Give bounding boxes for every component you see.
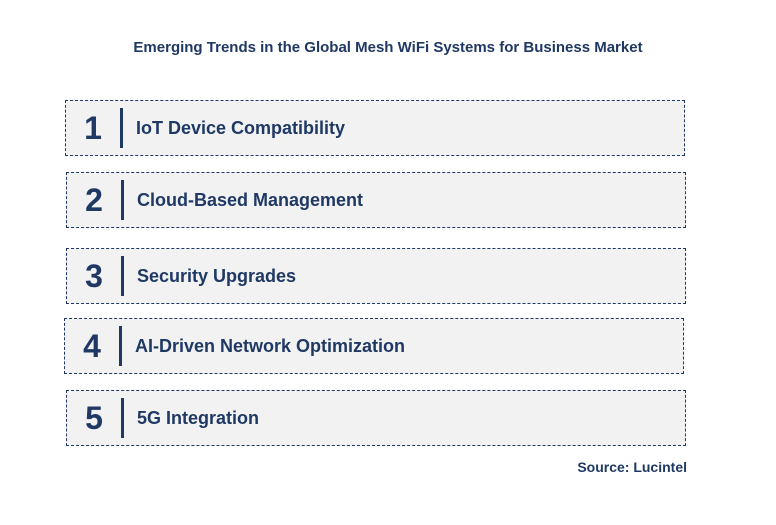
trend-label: Security Upgrades: [137, 265, 297, 286]
trend-item-3: 3 Security Upgrades: [66, 248, 686, 304]
divider-bar: [121, 180, 124, 220]
divider-bar: [121, 256, 124, 296]
trend-item-2: 2 Cloud-Based Management: [66, 172, 686, 228]
trend-number: 2: [85, 181, 103, 218]
divider-bar: [121, 398, 124, 438]
trend-label: 5G Integration: [137, 407, 260, 428]
trend-number: 3: [85, 257, 103, 294]
trend-item-4: 4 AI-Driven Network Optimization: [64, 318, 684, 374]
trend-label: AI-Driven Network Optimization: [135, 335, 406, 356]
divider-bar: [119, 326, 122, 366]
divider-bar: [120, 108, 123, 148]
trend-number: 5: [85, 399, 103, 436]
trend-item-1: 1 IoT Device Compatibility: [65, 100, 685, 156]
trend-label: Cloud-Based Management: [137, 189, 364, 210]
trend-item-5: 5 5G Integration: [66, 390, 686, 446]
trend-number: 4: [83, 327, 101, 364]
chart-title: Emerging Trends in the Global Mesh WiFi …: [133, 39, 643, 56]
trend-number: 1: [84, 109, 102, 146]
trend-label: IoT Device Compatibility: [136, 117, 346, 138]
source-note: Source: Lucintel: [577, 459, 687, 475]
